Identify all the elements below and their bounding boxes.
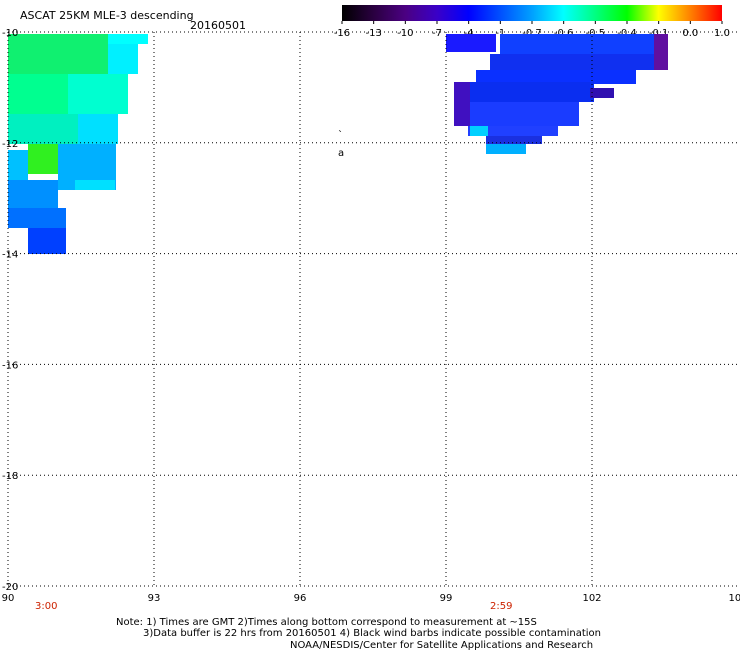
colorbar-label: -0.6: [554, 28, 574, 39]
colorbar-label: -0.5: [586, 28, 606, 39]
swath-cell: [468, 126, 558, 136]
lon-tick-label: 93: [148, 593, 161, 604]
swath-cell: [8, 114, 78, 144]
map-date: 20160501: [190, 19, 246, 32]
swath-cell: [68, 74, 128, 114]
swath-cell: [454, 102, 579, 126]
swath-cell: [8, 180, 58, 208]
data-swath-left: [8, 34, 148, 254]
colorbar-label: -4: [464, 28, 474, 39]
swath-cell: [75, 180, 115, 190]
swath-cell: [454, 82, 594, 102]
colorbar-labels: -16 -13 -10 -7 -4 -1 -0.7 -0.6 -0.5 -0.4 -0.1 0.0 1.…: [334, 28, 730, 39]
colorbar-label: -13: [365, 28, 381, 39]
colorbar-label: 0.0: [682, 28, 698, 39]
swath-cell: [500, 34, 665, 54]
axis-labels: 90 93 96 99 102 105 -10 -12 -14 -16 -18 -20: [2, 28, 740, 604]
swath-cell: [486, 144, 526, 154]
note-line-1: Note: 1) Times are GMT 2)Times along bot…: [116, 617, 537, 628]
swath-cell: [28, 144, 58, 174]
colorbar-label: -0.4: [617, 28, 637, 39]
colorbar-label: -7: [432, 28, 442, 39]
swath-cell: [590, 88, 614, 98]
colorbar-label: 1.0: [714, 28, 730, 39]
island-speck: `: [338, 129, 343, 141]
swath-cell: [78, 114, 118, 144]
swath-cell: [8, 34, 108, 74]
time-label-left: 3:00: [35, 601, 57, 612]
lat-tick-label: -10: [2, 28, 18, 39]
lon-tick-label: 105: [728, 593, 740, 604]
swath-cell: [470, 126, 488, 136]
swath-cell: [446, 34, 496, 52]
colorbar-gradient: [342, 5, 722, 21]
lon-tick-label: 90: [2, 593, 15, 604]
lon-tick-label: 96: [294, 593, 307, 604]
lat-tick-label: -18: [2, 471, 18, 482]
swath-cell: [486, 136, 542, 144]
lon-tick-label: 99: [440, 593, 453, 604]
swath-cell: [8, 208, 66, 228]
swath-cell: [454, 82, 470, 126]
swath-cell: [8, 74, 68, 114]
map-grid: [7, 31, 738, 587]
lat-tick-label: -20: [2, 582, 18, 593]
swath-cell: [654, 34, 668, 70]
swath-cell: [490, 54, 660, 70]
map-title: ASCAT 25KM MLE-3 descending: [20, 9, 194, 22]
swath-cell: [108, 44, 138, 74]
colorbar-label: -16: [334, 28, 350, 39]
note-line-3: NOAA/NESDIS/Center for Satellite Applica…: [290, 640, 593, 650]
swath-cell: [8, 150, 28, 180]
lat-tick-label: -14: [2, 250, 18, 261]
lon-tick-label: 102: [582, 593, 601, 604]
colorbar-label: -10: [397, 28, 413, 39]
swath-cell: [476, 70, 636, 84]
swath-cell: [28, 228, 66, 254]
lat-tick-label: -12: [2, 139, 18, 150]
colorbar-label: -1: [495, 28, 505, 39]
data-swath-right: [446, 34, 668, 154]
note-line-2: 3)Data buffer is 22 hrs from 20160501 4)…: [143, 628, 601, 639]
lat-tick-label: -16: [2, 360, 18, 371]
colorbar: [341, 5, 723, 24]
colorbar-label: -0.7: [522, 28, 542, 39]
island-speck: a: [338, 148, 344, 159]
colorbar-label: -0.1: [649, 28, 669, 39]
time-label-right: 2:59: [490, 601, 512, 612]
